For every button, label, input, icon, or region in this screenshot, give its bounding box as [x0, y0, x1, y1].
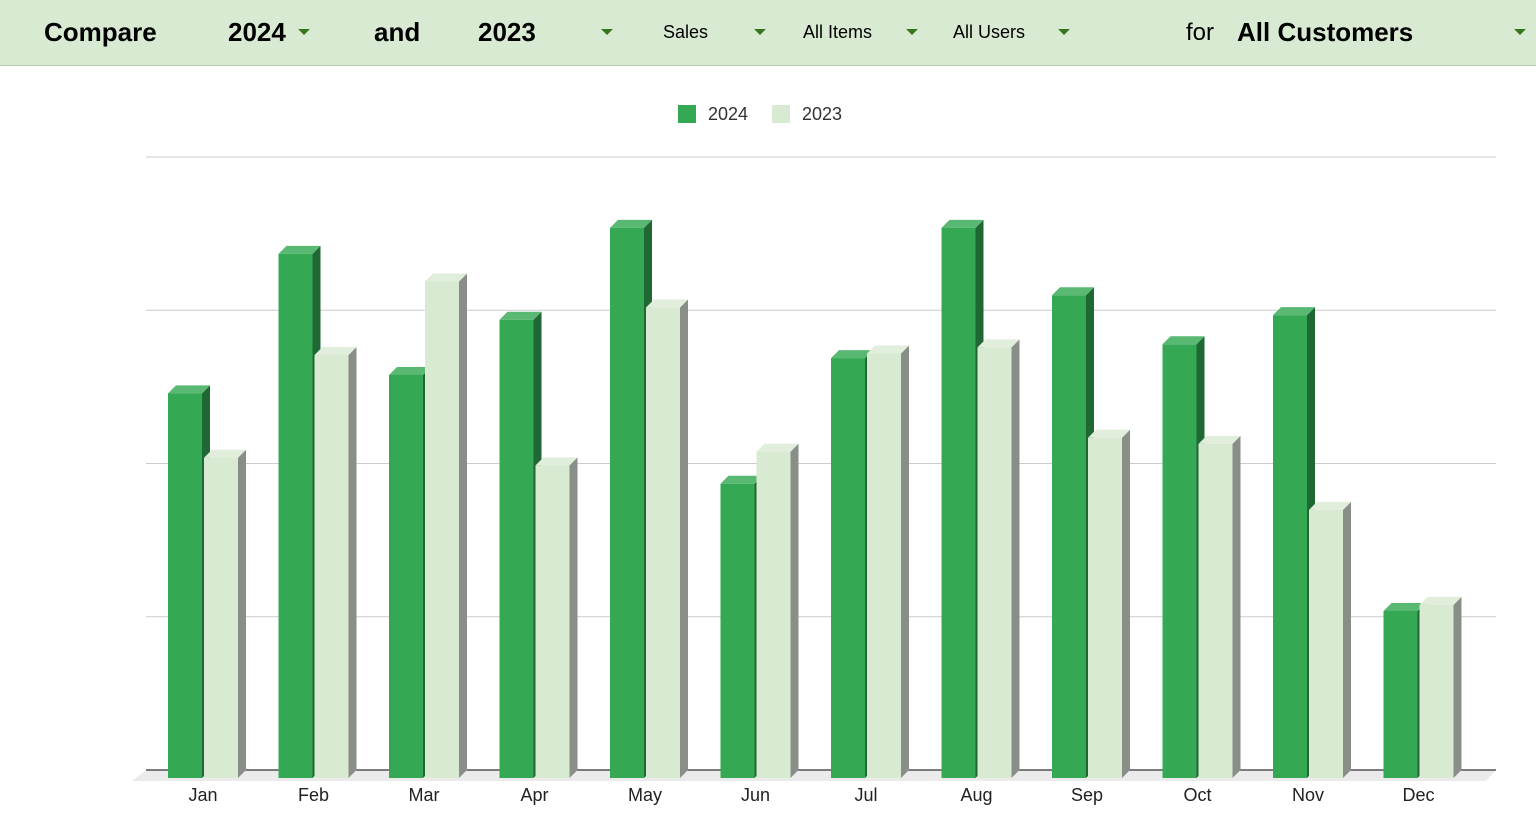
x-tick-label: Mar [409, 785, 440, 805]
bar-side-2023-Jan [238, 449, 246, 778]
x-tick-label: Nov [1292, 785, 1324, 805]
bar-top-2023-Feb [314, 347, 357, 356]
bar-top-2023-Apr [535, 457, 578, 466]
x-tick-label: Jul [854, 785, 877, 805]
bar-side-2023-Feb [348, 347, 357, 778]
bar-top-2024-Aug [941, 219, 984, 228]
x-tick-label: Jan [188, 785, 217, 805]
customers-value[interactable]: All Customers [1237, 17, 1414, 47]
bar-2024-Jan [168, 393, 202, 778]
bar-2023-Jul [867, 353, 901, 778]
bar-top-2023-Sep [1088, 429, 1130, 438]
legend-swatch-2023 [772, 105, 790, 123]
bar-top-2024-Sep [1052, 287, 1094, 296]
bar-2024-Jul [831, 358, 865, 778]
bar-side-2023-Mar [459, 273, 467, 778]
bar-side-2023-Nov [1343, 501, 1351, 778]
compare-label: Compare [44, 17, 157, 47]
bar-2024-Oct [1162, 344, 1197, 778]
bar-top-2024-Jun [720, 475, 763, 484]
bar-side-2023-Apr [569, 457, 578, 778]
bar-top-2024-Feb [278, 245, 321, 254]
bar-2023-Oct [1198, 443, 1233, 778]
bar-2023-Nov [1309, 509, 1343, 778]
year-a-chevron-down-icon[interactable] [298, 29, 310, 35]
bar-top-2023-Jul [867, 345, 909, 354]
legend-label-2023: 2023 [802, 104, 842, 124]
items-chevron-down-icon[interactable] [906, 29, 918, 35]
bar-2023-Dec [1419, 604, 1454, 778]
bar-2024-Nov [1273, 315, 1307, 778]
bar-top-2023-Nov [1309, 501, 1351, 510]
bar-top-2023-Dec [1419, 596, 1462, 605]
bar-top-2024-Oct [1162, 336, 1205, 345]
bar-2023-May [646, 307, 680, 778]
bar-top-2024-Nov [1273, 307, 1315, 316]
x-tick-label: Sep [1071, 785, 1103, 805]
users-value[interactable]: All Users [953, 22, 1026, 42]
bar-2023-Jan [204, 457, 238, 778]
x-tick-label: Oct [1183, 785, 1211, 805]
filter-toolbar: Compare 2024 and 2023 Sales All Items Al… [0, 0, 1536, 66]
bar-top-2024-Mar [389, 366, 431, 375]
bar-side-2023-Sep [1122, 429, 1130, 778]
bar-top-2023-Mar [425, 273, 467, 282]
bar-side-2023-Dec [1453, 596, 1462, 778]
x-tick-label: Aug [960, 785, 992, 805]
year-b-value[interactable]: 2023 [478, 17, 536, 47]
bar-2024-Mar [389, 374, 423, 778]
x-tick-label: Apr [520, 785, 548, 805]
bar-2023-Mar [425, 281, 459, 778]
bar-side-2023-Jul [901, 345, 909, 778]
sales-comparison-chart: Jan Feb Mar Apr May Jun Jul Aug Sep Oct Nov Dec 2024… [132, 104, 1496, 805]
and-label: and [374, 17, 421, 47]
bar-top-2024-Jul [831, 350, 873, 359]
bar-2024-Sep [1052, 295, 1086, 778]
bar-top-2024-Jan [168, 385, 210, 394]
customers-chevron-down-icon[interactable] [1514, 29, 1526, 35]
bar-side-2023-Aug [1011, 339, 1020, 778]
bar-top-2023-Aug [977, 339, 1020, 348]
bar-top-2023-Oct [1198, 435, 1241, 444]
bar-side-2023-May [680, 299, 688, 778]
bar-2024-Aug [941, 227, 976, 778]
x-tick-label: Jun [741, 785, 770, 805]
items-value[interactable]: All Items [803, 22, 873, 42]
bar-top-2023-May [646, 299, 688, 308]
bar-top-2023-Jun [756, 443, 799, 452]
x-tick-label: Feb [298, 785, 329, 805]
chart-floor [132, 770, 1496, 781]
metric-value[interactable]: Sales [663, 22, 709, 42]
bar-top-2024-Dec [1383, 602, 1426, 611]
users-chevron-down-icon[interactable] [1058, 29, 1070, 35]
legend-label-2024: 2024 [708, 104, 748, 124]
bar-top-2024-May [610, 219, 652, 228]
x-tick-label: May [628, 785, 662, 805]
x-tick-label: Dec [1402, 785, 1434, 805]
bar-2023-Jun [756, 451, 791, 778]
bar-side-2023-Jun [790, 443, 799, 778]
bar-top-2024-Apr [499, 311, 542, 320]
bar-2024-Apr [499, 319, 534, 778]
bar-2024-Jun [720, 483, 755, 778]
bar-2023-Sep [1088, 437, 1122, 778]
bar-2023-Apr [535, 465, 570, 778]
bar-2024-Dec [1383, 610, 1418, 778]
bar-2024-May [610, 227, 644, 778]
bar-2023-Aug [977, 347, 1012, 778]
year-b-chevron-down-icon[interactable] [601, 29, 613, 35]
metric-chevron-down-icon[interactable] [754, 29, 766, 35]
bar-2023-Feb [314, 355, 349, 778]
year-a-value[interactable]: 2024 [228, 17, 286, 47]
for-label: for [1186, 19, 1215, 46]
bar-side-2023-Oct [1232, 435, 1241, 778]
legend-swatch-2024 [678, 105, 696, 123]
bar-2024-Feb [278, 253, 313, 778]
bar-top-2023-Jan [204, 449, 246, 458]
